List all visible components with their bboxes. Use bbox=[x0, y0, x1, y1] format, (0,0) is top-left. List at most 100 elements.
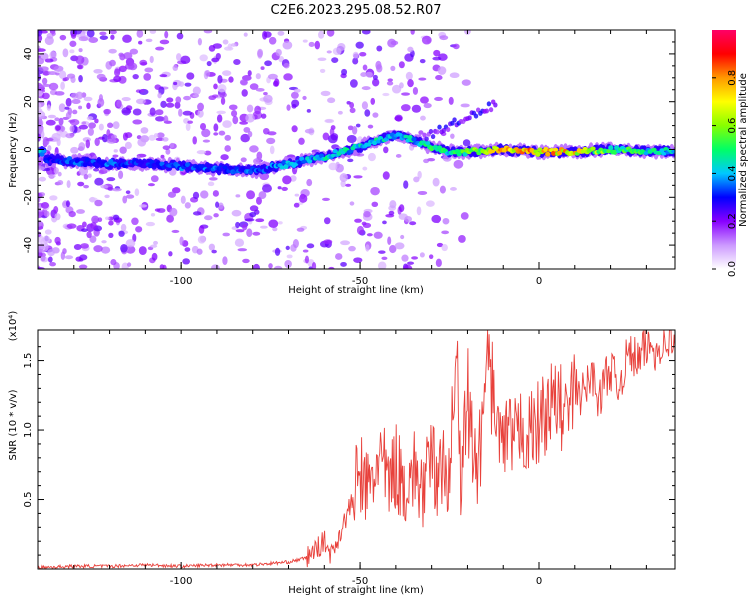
spectrogram-noise-cell bbox=[83, 174, 89, 180]
spectrogram-noise-cell bbox=[263, 127, 270, 135]
spectrogram-noise-cell bbox=[362, 64, 368, 71]
spectrogram-noise-cell bbox=[77, 181, 85, 187]
spectrogram-noise-cell bbox=[48, 82, 59, 91]
spectrogram-noise-cell bbox=[183, 95, 191, 101]
spectrogram-noise-cell bbox=[200, 190, 209, 199]
spectrogram-noise-cell bbox=[192, 86, 201, 95]
spectrogram-noise-cell bbox=[78, 264, 88, 269]
spectrogram-noise-cell bbox=[222, 120, 232, 128]
spectrogram-noise-cell bbox=[401, 104, 411, 112]
spectrogram-noise-cell bbox=[100, 184, 109, 189]
spectrogram-noise-cell bbox=[42, 235, 51, 244]
snr-x-ticks: -100 -50 0 bbox=[73, 330, 647, 587]
snr-y-ticks: 0.5 1.0 1.5 bbox=[23, 346, 675, 556]
spectrogram-noise-cell bbox=[110, 134, 117, 140]
spectrogram-noise-cell bbox=[323, 239, 333, 245]
spectrogram-noise-cell bbox=[254, 105, 262, 115]
spectrogram-noise-cell bbox=[231, 109, 238, 117]
spectrogram-noise-cell bbox=[127, 262, 132, 267]
spectrogram-noise-cell bbox=[361, 86, 371, 91]
spectrogram-noise-cell bbox=[274, 247, 281, 256]
spectrogram-noise-cell bbox=[38, 192, 41, 197]
spectrogram-noise-cell bbox=[182, 258, 191, 265]
spectrogram-noise-cell bbox=[460, 103, 470, 108]
spectrogram-noise-cell bbox=[245, 113, 255, 123]
spectrogram-noise-cell bbox=[90, 222, 97, 229]
spectrogram-ridge-cell bbox=[614, 145, 620, 150]
spectrogram-noise-cell bbox=[302, 39, 308, 43]
spectrogram-noise-cell bbox=[282, 40, 293, 50]
spectrogram-noise-cell bbox=[416, 206, 422, 216]
spectrogram-noise-cell bbox=[401, 254, 409, 262]
spectrogram-cells bbox=[38, 30, 675, 269]
snr-frame bbox=[37, 329, 676, 570]
spectrogram-noise-cell bbox=[401, 92, 411, 96]
spectrogram-noise-cell bbox=[118, 170, 124, 180]
spectrogram-noise-cell bbox=[224, 134, 232, 141]
spectrogram-noise-cell bbox=[98, 123, 104, 131]
spectrogram-noise-cell bbox=[206, 60, 212, 67]
spectrogram-ridge-cell bbox=[582, 146, 588, 151]
spectrogram-noise-cell bbox=[461, 79, 471, 86]
spectrogram-noise-cell bbox=[220, 97, 226, 105]
spectrogram-x-tick-label: -50 bbox=[352, 276, 368, 287]
spectrogram-noise-cell bbox=[55, 125, 61, 131]
spectrogram-noise-cell bbox=[413, 176, 420, 183]
spectrogram-noise-cell bbox=[78, 142, 86, 151]
spectrogram-ridge-cell bbox=[437, 124, 442, 130]
spectrogram-noise-cell bbox=[242, 223, 248, 231]
spectrogram-y-label: Frequency (Hz) bbox=[8, 112, 19, 188]
snr-x-label: Height of straight line (km) bbox=[288, 585, 424, 596]
spectrogram-noise-cell bbox=[162, 145, 171, 150]
spectrogram-noise-cell bbox=[328, 162, 338, 171]
spectrogram-noise-cell bbox=[204, 70, 211, 77]
spectrogram-noise-cell bbox=[106, 177, 116, 182]
spectrogram-noise-cell bbox=[62, 48, 69, 58]
spectrogram-noise-cell bbox=[197, 235, 206, 244]
spectrogram-x-tick-label: -100 bbox=[170, 276, 193, 287]
spectrogram-noise-cell bbox=[78, 48, 83, 53]
spectrogram-noise-cell bbox=[100, 246, 111, 254]
spectrogram-noise-cell bbox=[337, 110, 343, 115]
spectrogram-noise-cell bbox=[377, 261, 387, 269]
spectrogram-noise-cell bbox=[118, 52, 124, 57]
spectrogram-noise-cell bbox=[136, 30, 144, 38]
spectrogram-noise-cell bbox=[212, 190, 219, 197]
spectrogram-noise-cell bbox=[38, 234, 44, 243]
spectrogram-noise-cell bbox=[86, 30, 95, 38]
spectrogram-noise-cell bbox=[94, 137, 100, 147]
spectrogram-noise-cell bbox=[119, 146, 127, 154]
spectrogram-noise-cell bbox=[149, 55, 154, 64]
spectrogram-noise-cell bbox=[423, 158, 430, 164]
spectrogram-noise-cell bbox=[93, 245, 103, 253]
colorbar-tick-label: 0.2 bbox=[727, 213, 738, 229]
spectrogram-noise-cell bbox=[78, 75, 83, 83]
spectrogram-noise-cell bbox=[419, 252, 425, 258]
snr-y-tick-label: 1.0 bbox=[23, 422, 34, 438]
spectrogram-ridge-cell bbox=[551, 150, 557, 156]
spectrogram-noise-cell bbox=[184, 202, 191, 209]
spectrogram-noise-cell bbox=[144, 67, 154, 73]
spectrogram-noise-cell bbox=[150, 175, 159, 183]
spectrogram-noise-cell bbox=[129, 48, 139, 55]
spectrogram-noise-cell bbox=[249, 83, 259, 90]
spectrogram-noise-cell bbox=[65, 133, 75, 139]
spectrogram-noise-cell bbox=[82, 121, 87, 125]
spectrogram-noise-cell bbox=[462, 139, 471, 147]
spectrogram-noise-cell bbox=[164, 30, 169, 39]
spectrogram-noise-cell bbox=[256, 151, 263, 161]
spectrogram-noise-cell bbox=[159, 39, 170, 45]
spectrogram-noise-cell bbox=[54, 213, 61, 221]
spectrogram-noise-cell bbox=[132, 119, 143, 125]
spectrogram-ridge-cell bbox=[452, 117, 457, 123]
spectrogram-y-tick-label: -20 bbox=[23, 189, 34, 205]
spectrogram-ridge-cell bbox=[473, 113, 479, 119]
spectrogram-noise-cell bbox=[419, 59, 426, 64]
spectrogram-ridge-cell bbox=[612, 149, 618, 155]
spectrogram-noise-cell bbox=[38, 57, 45, 65]
spectrogram-noise-cell bbox=[239, 121, 249, 125]
spectrogram-noise-cell bbox=[73, 244, 82, 250]
spectrogram-noise-cell bbox=[121, 97, 131, 102]
spectrogram-noise-cell bbox=[176, 32, 184, 40]
spectrogram-noise-cell bbox=[432, 177, 440, 187]
